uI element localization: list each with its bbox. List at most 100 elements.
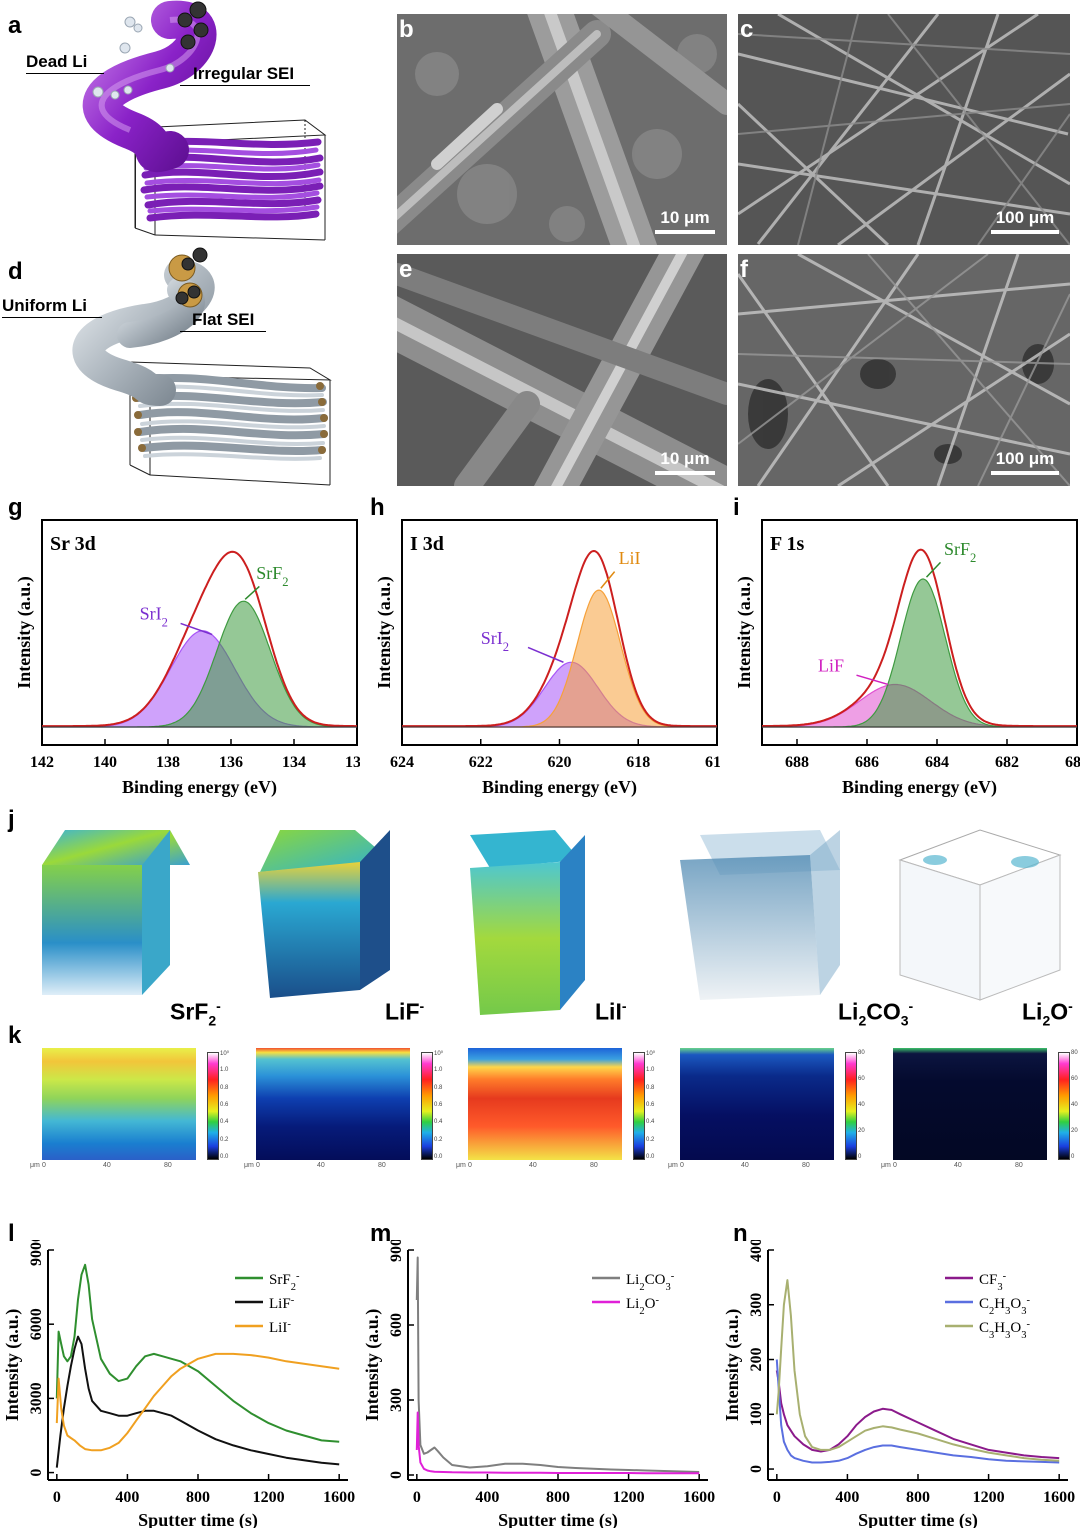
depth-profile-chart-m: 0 300 600 900 0 400 800 1200 1600 Sputter time (s… [362, 1240, 715, 1528]
profile-l-xtick-label-3: 1200 [253, 1489, 285, 1506]
tof-label-lif-base: LiF [385, 998, 420, 1025]
xps-f1s-ylabel: Intensity (a.u.) [734, 576, 755, 689]
profile-n-legend-label-2: C3H3O3- [979, 1319, 1030, 1341]
heatmap-xtick: 80 [164, 1162, 172, 1169]
tof-label-li2o-base: Li [1022, 998, 1043, 1025]
colorbar-tick: 0.2 [434, 1136, 443, 1143]
profile-l-xtick-label-1: 400 [115, 1489, 139, 1506]
profile-m-ytick-label-0: 0 [388, 1471, 405, 1479]
profile-n-ytick-label-3: 300 [748, 1293, 765, 1317]
profile-m-ylabel: Intensity (a.u.) [362, 1309, 383, 1422]
scale-bar-c-line [991, 230, 1059, 234]
panel-label-f: f [740, 256, 748, 283]
callout-line-irregular-sei [180, 85, 310, 86]
colorbar-tick: 0 [858, 1154, 862, 1160]
xps-chart-i3d: 624 622 620 618 616 Binding energy (eV) Intens… [374, 519, 720, 798]
panel-label-k: k [8, 1022, 22, 1049]
scale-bar-e-text: 10 μm [660, 449, 710, 468]
heatmap-xtick: 0 [893, 1162, 897, 1169]
tof-label-li2co3: Li2CO3- [838, 998, 913, 1028]
panel-label-i: i [733, 494, 740, 521]
tof-label-li2co3-sub: 2 [858, 1012, 867, 1029]
panel-label-n: n [733, 1220, 748, 1247]
profile-l-ytick-label-0: 0 [28, 1469, 45, 1477]
xps-sr3d-xlabel: Binding energy (eV) [122, 777, 277, 798]
annotation-arrow-sri2 [527, 646, 564, 663]
xps-sr3d-xtick-label-2: 138 [156, 754, 180, 771]
xps-f1s-xtick-label-1: 686 [855, 754, 879, 771]
xps-i3d-xtick-label-1: 622 [469, 754, 493, 771]
panel-label-m: m [370, 1220, 392, 1247]
xps-i3d-xtick-label-3: 618 [626, 754, 650, 771]
heatmap-xtick: 80 [590, 1162, 598, 1169]
scale-bar-f-line [991, 471, 1059, 475]
colorbar-tick: 0.2 [646, 1136, 655, 1143]
heatmap-xtick: 0 [680, 1162, 684, 1169]
panel-label-a: a [8, 12, 22, 39]
colorbar-tick: 80 [858, 1050, 865, 1056]
profile-m-ytick-label-2: 600 [388, 1313, 405, 1337]
heatmap-axis-unit: μm [456, 1162, 466, 1169]
scale-bar-b-line [655, 230, 715, 234]
profile-n-xlabel: Sputter time (s) [858, 1510, 978, 1528]
colorbar-tick: 0.0 [646, 1154, 655, 1160]
colorbar-tick: 0 [1071, 1154, 1075, 1160]
heatmap-1-colorbar [207, 1052, 219, 1160]
xps-sr3d-ylabel: Intensity (a.u.) [14, 576, 35, 689]
panel-label-d: d [8, 258, 23, 285]
profile-m-xtick-label-2: 800 [546, 1489, 570, 1506]
colorbar-tick: 20 [1071, 1128, 1078, 1134]
tof-label-li2co3-base: Li [838, 998, 859, 1025]
scale-bar-f-text: 100 μm [995, 449, 1055, 468]
tof-label-li2o-mid: O [1050, 998, 1069, 1025]
colorbar-tick: 60 [1071, 1076, 1078, 1082]
xps-f1s-xtick-label-4: 680 [1065, 754, 1080, 771]
xps-i3d-title: I 3d [410, 533, 444, 555]
profile-n-legend-label-0: CF3- [979, 1271, 1007, 1293]
profile-n-series-0 [775, 1370, 1060, 1460]
annotation-arrow-lif [856, 674, 889, 686]
heatmap-xtick: 40 [954, 1162, 962, 1169]
heatmap-2-xaxis: μm 0 40 80 [244, 1162, 414, 1172]
heatmap-1 [42, 1048, 196, 1160]
colorbar-tick: 60 [858, 1076, 865, 1082]
schematic-flat-sei [72, 247, 332, 486]
xps-i3d-envelope [402, 549, 717, 728]
profile-l-ytick-label-2: 6000 [28, 1308, 45, 1340]
scale-bar-e-line [655, 471, 715, 475]
heatmap-axis-unit: μm [881, 1162, 891, 1169]
tof-label-li2o-sup: - [1068, 998, 1073, 1014]
tof-label-li2co3-sub2: 3 [900, 1012, 909, 1029]
panel-label-j: j [8, 806, 15, 833]
heatmap-4-colorbar [845, 1052, 857, 1160]
xps-sr3d-xtick-label-0: 142 [30, 754, 54, 771]
profile-n-series-2 [775, 1279, 1060, 1462]
panel-label-l: l [8, 1220, 15, 1247]
tof-label-srf2-base: SrF [170, 998, 209, 1025]
profile-n-ytick-label-2: 200 [748, 1348, 765, 1372]
profile-n-xtick-label-2: 800 [906, 1489, 930, 1506]
xps-sr3d-xtick-label-3: 136 [219, 754, 243, 771]
colorbar-tick: 0.4 [220, 1119, 229, 1126]
heatmap-xtick: 40 [317, 1162, 325, 1169]
tof-3d-cubes [42, 829, 1062, 1015]
heatmap-xtick: 0 [256, 1162, 260, 1169]
profile-m-xlabel: Sputter time (s) [498, 1510, 618, 1528]
profile-m-ytick-label-3: 900 [388, 1240, 405, 1262]
xps-f1s-xtick-label-3: 682 [995, 754, 1019, 771]
colorbar-tick: 0.2 [220, 1136, 229, 1143]
tof-label-srf2-sub: 2 [208, 1012, 217, 1029]
tof-label-srf2: SrF2- [170, 998, 221, 1028]
heatmap-5-colorbar [1058, 1052, 1070, 1160]
profile-n-ytick-label-1: 100 [748, 1402, 765, 1426]
profile-m-legend-label-1: Li2O- [626, 1295, 659, 1317]
heatmap-xtick: 80 [378, 1162, 386, 1169]
callout-line-dead-li [26, 73, 104, 74]
annotation-sri2: SrI2 [481, 628, 509, 654]
heatmap-xtick: 0 [42, 1162, 46, 1169]
heatmap-3-xaxis: μm 0 40 80 [456, 1162, 626, 1172]
heatmap-3 [468, 1048, 622, 1160]
profile-m-series-1 [415, 1411, 700, 1475]
scale-bar-b-text: 10 μm [660, 208, 710, 227]
scale-bar-c-text: 100 μm [995, 208, 1055, 227]
